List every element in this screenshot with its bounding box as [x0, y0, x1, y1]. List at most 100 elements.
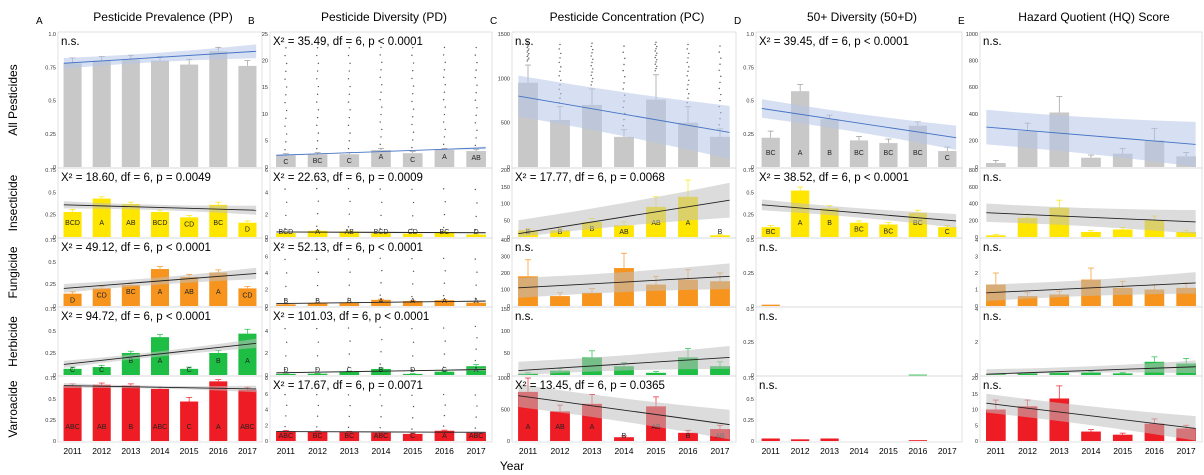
bar-2015 — [180, 217, 199, 237]
y-tick-label: 400 — [969, 202, 978, 208]
data-point — [443, 69, 446, 71]
y-tick-label: 0 — [53, 373, 56, 379]
stat-annotation: X² = 49.12, df = 6, p < 0.0001 — [61, 242, 211, 254]
data-point — [528, 57, 530, 59]
bar-2013 — [339, 371, 360, 375]
y-tick-label: 8 — [265, 376, 268, 382]
confidence-band — [518, 182, 730, 237]
trend-line — [518, 95, 730, 133]
data-point — [592, 58, 594, 60]
group-letter: AB — [651, 220, 661, 227]
group-letter: BC — [913, 150, 923, 157]
data-point — [411, 257, 413, 260]
data-point — [474, 122, 477, 124]
data-point — [474, 297, 477, 299]
group-letter: CD — [242, 292, 252, 299]
stat-annotation: n.s. — [515, 242, 534, 254]
bar-2011 — [63, 385, 82, 441]
data-point — [347, 327, 350, 329]
data-point — [284, 368, 286, 371]
data-point — [476, 337, 478, 339]
data-point — [285, 141, 287, 143]
data-point — [412, 116, 414, 118]
data-point — [284, 299, 286, 301]
y-tick-label: 50 — [504, 351, 510, 357]
bar-2013 — [1049, 294, 1070, 306]
group-letter: B — [379, 367, 384, 374]
group-letter: BC — [854, 150, 864, 157]
x-tick-hq-2012: 2012 — [1018, 446, 1037, 456]
data-point — [720, 57, 722, 59]
data-point — [284, 327, 286, 330]
y-tick-label: 800 — [969, 168, 978, 174]
group-letter: AB — [619, 229, 629, 236]
data-point — [411, 228, 413, 230]
data-point — [442, 76, 445, 78]
stat-annotation: X² = 17.67, df = 6, p = 0.0071 — [273, 380, 423, 392]
bar-2012 — [307, 431, 328, 441]
data-point — [348, 140, 350, 142]
data-point — [591, 61, 593, 64]
data-point — [347, 394, 350, 396]
data-point — [718, 51, 720, 53]
data-point — [411, 188, 413, 190]
y-tick-label: 0.25 — [45, 213, 56, 219]
panel-all-pd: 0 5 10 15 20 25 C BC C A C A AB X² = 35.49, df = 6, p… — [262, 31, 493, 171]
bar-2012 — [1017, 373, 1038, 375]
stat-annotation: n.s. — [515, 36, 534, 48]
data-point — [412, 108, 415, 110]
bar-2014 — [371, 432, 391, 441]
data-point — [474, 188, 477, 191]
data-point — [444, 270, 446, 272]
data-point — [285, 214, 287, 217]
group-letter: C — [410, 433, 415, 440]
data-point — [623, 82, 625, 84]
data-point — [560, 79, 562, 82]
data-point — [412, 417, 414, 419]
x-tick-50d-2014: 2014 — [850, 446, 869, 456]
x-tick-pd-2013: 2013 — [340, 446, 359, 456]
stat-annotation: n.s. — [983, 242, 1002, 254]
y-tick-label: 0 — [751, 235, 754, 241]
data-point — [592, 68, 594, 70]
trend-line — [63, 272, 257, 289]
data-point — [380, 136, 382, 138]
panel-frame — [755, 306, 963, 377]
group-letter: A — [216, 289, 221, 296]
y-tick-label: 0 — [53, 304, 56, 310]
y-tick-label: 5 — [265, 138, 268, 144]
bar-2013 — [339, 231, 360, 237]
y-tick-label: 8 — [265, 238, 268, 244]
y-tick-label: 100 — [501, 288, 510, 294]
data-point — [317, 109, 320, 111]
data-point — [347, 124, 350, 127]
stat-annotation: n.s. — [983, 172, 1002, 184]
data-point — [476, 405, 478, 407]
data-point — [719, 99, 721, 102]
x-tick-pp-2015: 2015 — [180, 446, 199, 456]
x-tick-hq-2016: 2016 — [1145, 446, 1164, 456]
group-letter: AB — [651, 424, 661, 431]
group-letter: C — [187, 424, 192, 431]
y-tick-label: 1500 — [498, 32, 510, 38]
bar-2014 — [614, 437, 634, 441]
group-letter: BC — [766, 229, 776, 236]
confidence-band — [63, 44, 257, 69]
group-letter: C — [347, 367, 352, 374]
bar-2016 — [209, 381, 228, 441]
y-tick-label: 100 — [501, 329, 510, 335]
data-point — [412, 46, 414, 49]
bar-2011 — [986, 235, 1006, 237]
y-tick-label: 0.75 — [743, 168, 754, 174]
data-point — [444, 340, 446, 342]
bar-2015 — [646, 372, 666, 375]
group-letter: C — [99, 367, 104, 374]
data-point — [348, 70, 350, 72]
data-point — [411, 295, 413, 298]
x-tick-pc-2013: 2013 — [583, 446, 602, 456]
data-point — [349, 85, 351, 88]
group-letter: B — [622, 433, 627, 440]
bar-2015 — [402, 301, 423, 306]
data-point — [411, 394, 413, 396]
data-point — [412, 355, 414, 357]
